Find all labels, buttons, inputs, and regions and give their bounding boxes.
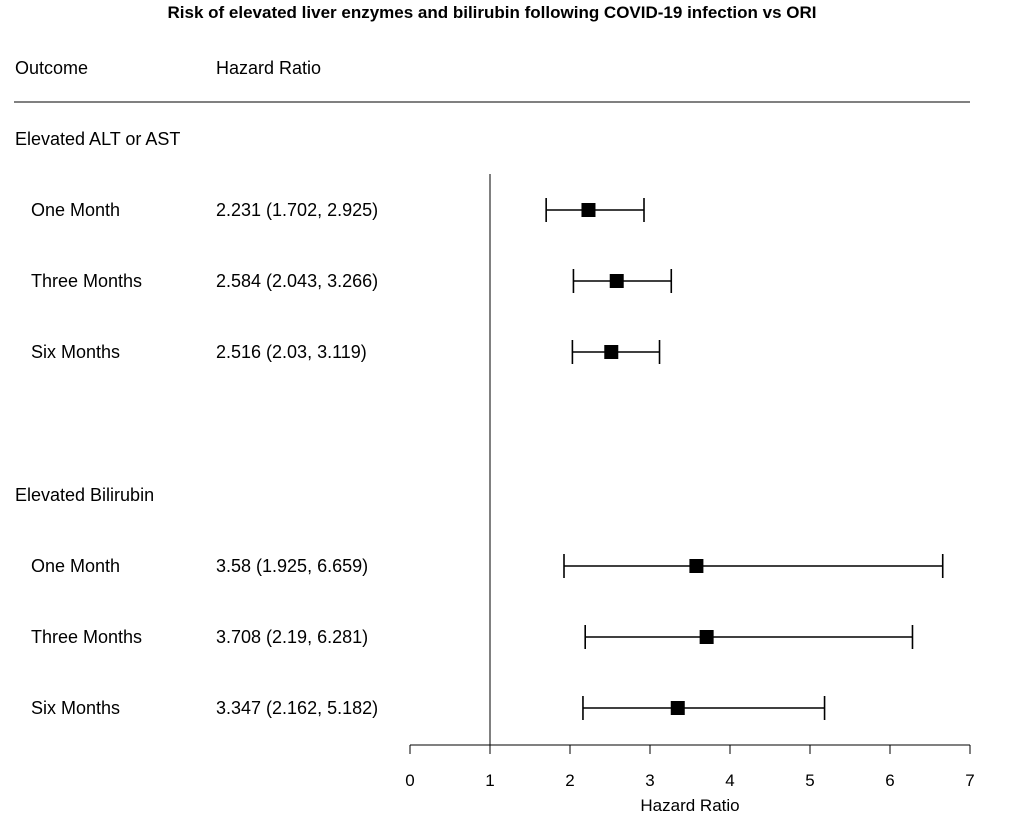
forest-row: Three Months 3.708 (2.19, 6.281) bbox=[31, 625, 914, 649]
row-estimate-text: 3.708 (2.19, 6.281) bbox=[216, 627, 368, 647]
point-estimate-marker bbox=[670, 701, 685, 715]
x-tick-label: 1 bbox=[485, 771, 494, 790]
x-tick-label: 3 bbox=[645, 771, 654, 790]
forest-row: Six Months 3.347 (2.162, 5.182) bbox=[31, 696, 826, 720]
forest-row: Six Months 2.516 (2.03, 3.119) bbox=[31, 340, 661, 364]
x-axis: 0 1 2 3 4 5 6 7 bbox=[405, 744, 975, 790]
row-label: Three Months bbox=[31, 627, 142, 647]
row-estimate-text: 2.584 (2.043, 3.266) bbox=[216, 271, 378, 291]
forest-row: Three Months 2.584 (2.043, 3.266) bbox=[31, 269, 673, 293]
forest-row: One Month 2.231 (1.702, 2.925) bbox=[31, 198, 645, 222]
row-label: Six Months bbox=[31, 698, 120, 718]
x-tick-label: 6 bbox=[885, 771, 894, 790]
x-tick-label: 0 bbox=[405, 771, 414, 790]
group-label: Elevated Bilirubin bbox=[15, 485, 154, 505]
row-label: One Month bbox=[31, 556, 120, 576]
x-tick-label: 2 bbox=[565, 771, 574, 790]
point-estimate-marker bbox=[689, 559, 704, 573]
row-label: Three Months bbox=[31, 271, 142, 291]
column-header-hazard-ratio: Hazard Ratio bbox=[216, 58, 321, 78]
point-estimate-marker bbox=[604, 345, 619, 359]
group-label: Elevated ALT or AST bbox=[15, 129, 180, 149]
chart-title: Risk of elevated liver enzymes and bilir… bbox=[168, 3, 817, 22]
x-tick-label: 4 bbox=[725, 771, 734, 790]
forest-row: One Month 3.58 (1.925, 6.659) bbox=[31, 554, 944, 578]
x-tick-label: 5 bbox=[805, 771, 814, 790]
row-label: One Month bbox=[31, 200, 120, 220]
point-estimate-marker bbox=[581, 203, 596, 217]
rows-layer: Elevated ALT or AST One Month 2.231 (1.702… bbox=[15, 129, 944, 745]
x-axis-label: Hazard Ratio bbox=[640, 796, 739, 815]
x-tick-label: 7 bbox=[965, 771, 974, 790]
column-header-outcome: Outcome bbox=[15, 58, 88, 78]
point-estimate-marker bbox=[699, 630, 714, 644]
row-estimate-text: 2.516 (2.03, 3.119) bbox=[216, 342, 367, 362]
row-estimate-text: 3.58 (1.925, 6.659) bbox=[216, 556, 368, 576]
row-estimate-text: 2.231 (1.702, 2.925) bbox=[216, 200, 378, 220]
row-label: Six Months bbox=[31, 342, 120, 362]
point-estimate-marker bbox=[609, 274, 624, 288]
row-estimate-text: 3.347 (2.162, 5.182) bbox=[216, 698, 378, 718]
